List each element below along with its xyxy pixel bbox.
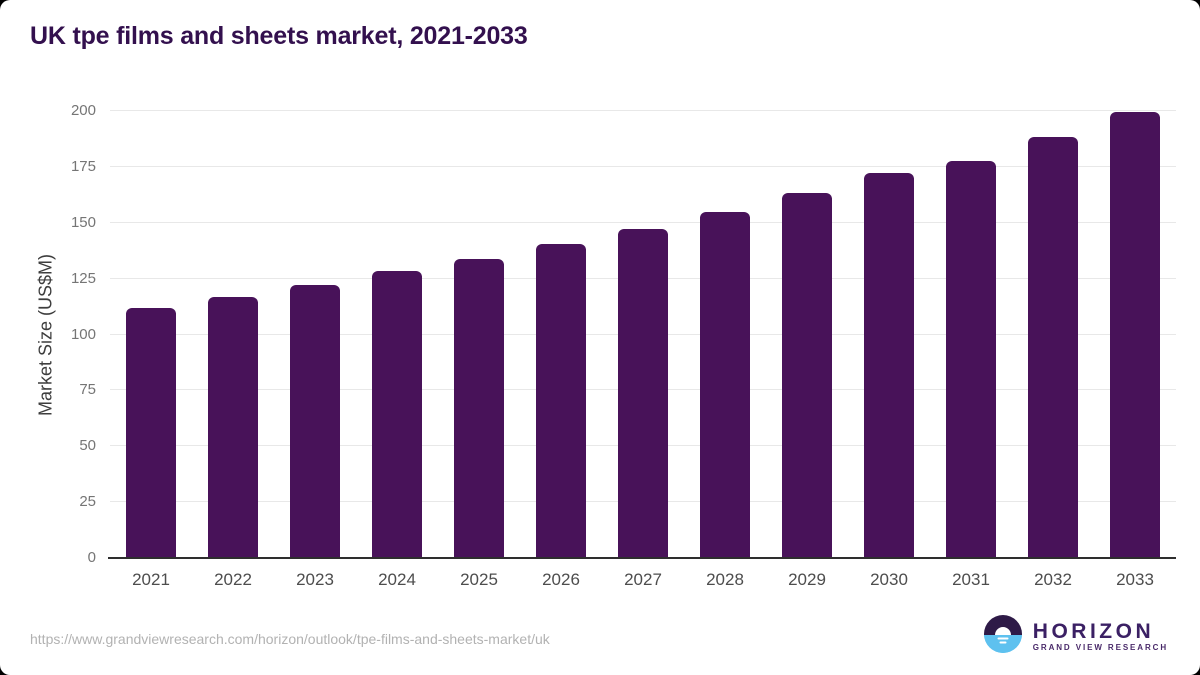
horizon-sunset-icon [983,614,1023,659]
x-axis-line [108,557,1176,559]
x-tick-label-2032: 2032 [1034,570,1072,589]
bar-2031 [946,160,996,558]
y-tick-label-125: 125 [70,269,96,287]
bar-slot-2031 [930,111,1012,558]
x-tick-label-2025: 2025 [460,570,498,589]
x-tick-label-2031: 2031 [952,570,990,589]
bar-slot-2028 [684,111,766,558]
bar-series [110,111,1176,558]
y-tick-label-100: 100 [70,325,96,343]
bar-2029 [782,193,832,558]
bar-slot-2030 [848,111,930,558]
bar-slot-2033 [1094,111,1176,558]
bar-2025 [454,258,504,558]
plot-area: 0 25 50 75 100 125 150 175 200 [71,103,1176,566]
x-tick-label-2022: 2022 [214,570,252,589]
y-tick-label-0: 0 [87,549,96,566]
brand-name: HORIZON [1032,619,1155,643]
bar-2024 [372,271,422,558]
x-tick-label-2023: 2023 [296,570,334,589]
bar-slot-2022 [192,111,274,558]
gridline-175 [110,165,1176,167]
y-tick-label-150: 150 [70,213,96,231]
y-tick-label-75: 75 [79,381,96,399]
brand-logo-text: HORIZON GRAND VIEW RESEARCH [1032,619,1168,653]
x-tick-label-2028: 2028 [706,570,744,589]
y-tick-label-25: 25 [79,493,96,511]
y-tick-label-200: 200 [70,102,96,119]
bar-2027 [618,229,668,558]
x-tick-label-2027: 2027 [624,570,662,589]
bar-slot-2029 [766,111,848,558]
source-url: https://www.grandviewresearch.com/horizo… [30,631,550,647]
bar-2030 [864,172,914,558]
bar-2032 [1028,137,1078,558]
x-tick-label-2024: 2024 [378,570,416,589]
gridline-150 [110,221,1176,223]
bar-slot-2021 [110,111,192,558]
bar-2033 [1110,111,1160,558]
bar-slot-2025 [438,111,520,558]
bar-slot-2026 [520,111,602,558]
chart-title: UK tpe films and sheets market, 2021-203… [30,22,528,50]
bar-slot-2027 [602,111,684,558]
y-tick-label-50: 50 [79,437,96,455]
gridline-200 [110,110,1176,111]
brand-subtitle: GRAND VIEW RESEARCH [1032,642,1168,652]
x-tick-label-2021: 2021 [132,570,170,589]
bar-2021 [126,307,176,558]
bar-slot-2023 [274,111,356,558]
bar-slot-2032 [1012,111,1094,558]
y-tick-label-175: 175 [70,157,96,175]
x-tick-label-2033: 2033 [1116,570,1154,589]
bar-2028 [700,211,750,558]
x-axis-ticks: 2021 2022 2023 2024 2025 2026 2027 2028 2029 2030… [110,570,1176,590]
x-tick-label-2029: 2029 [788,570,826,589]
brand-logo: HORIZON GRAND VIEW RESEARCH [983,614,1168,659]
bar-2023 [290,284,340,558]
x-tick-label-2030: 2030 [870,570,908,589]
bar-slot-2024 [356,111,438,558]
bar-2022 [208,296,258,558]
x-tick-label-2026: 2026 [542,570,580,589]
bar-2026 [536,244,586,558]
